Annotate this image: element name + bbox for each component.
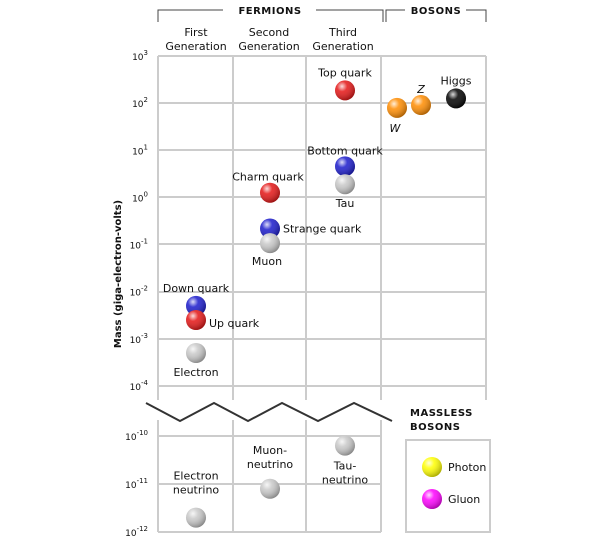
upper-grid xyxy=(157,55,487,400)
col-second-line2: Generation xyxy=(238,40,299,53)
top-quark-marker xyxy=(335,80,355,101)
y-tick-upper-4: 10-1 xyxy=(130,238,148,252)
bottom-quark-label: Bottom quark xyxy=(307,144,383,157)
strange-quark-label: Strange quark xyxy=(283,223,362,236)
muon-neutrino-label: Muon-neutrino xyxy=(247,444,294,471)
muon-neutrino-marker xyxy=(260,478,280,499)
charm-quark-marker xyxy=(260,182,280,203)
bosons-header: BOSONS xyxy=(411,6,461,17)
bosons-bracket xyxy=(385,9,487,22)
massless-bosons-box xyxy=(405,439,491,533)
y-tick-upper-3: 100 xyxy=(132,190,148,204)
tau-neutrino-marker xyxy=(335,435,355,456)
photon-label: Photon xyxy=(448,461,486,474)
axis-break xyxy=(145,401,393,423)
higgs-label: Higgs xyxy=(440,74,471,87)
electron-neutrino-label: Electron neutrino xyxy=(173,470,220,497)
tau-marker xyxy=(335,174,355,195)
charm-quark-label: Charm quark xyxy=(232,171,304,184)
y-tick-lower-2: 10-12 xyxy=(125,525,148,539)
w-label: W xyxy=(390,122,402,135)
up-quark-marker xyxy=(186,310,206,330)
col-first-line1: First xyxy=(184,26,208,39)
y-axis-label: Mass (giga-electron-volts) xyxy=(113,200,124,348)
massless-header-line1: MASSLESS xyxy=(410,408,473,419)
y-tick-upper-5: 10-2 xyxy=(130,285,148,299)
col-second-line1: Second xyxy=(249,26,289,39)
column-headings: First Generation Second Generation Third… xyxy=(165,26,373,53)
y-tick-upper-6: 10-3 xyxy=(130,332,148,346)
tau-label: Tau xyxy=(335,197,355,210)
muon-marker xyxy=(260,233,280,254)
col-first-line2: Generation xyxy=(165,40,226,53)
y-tick-lower-0: 10-10 xyxy=(125,429,148,443)
y-ticks: 103 102 101 100 10-1 10-2 10-3 10-4 10-10 10-11 10… xyxy=(125,49,148,539)
strange-quark-marker xyxy=(260,218,280,239)
fermions-bracket xyxy=(157,9,384,22)
fermions-header: FERMIONS xyxy=(238,6,301,17)
col-third-line1: Third xyxy=(328,26,357,39)
electron-marker xyxy=(186,343,206,363)
z-marker xyxy=(411,95,431,116)
y-tick-upper-1: 102 xyxy=(132,96,148,110)
massless-header-line2: BOSONS xyxy=(410,422,460,433)
down-quark-label: Down quark xyxy=(163,282,230,295)
gluon-marker xyxy=(422,489,442,509)
electron-label: Electron xyxy=(173,366,218,379)
tau-neutrino-label: Tau-neutrino xyxy=(322,460,369,487)
down-quark-marker xyxy=(186,295,206,316)
y-tick-upper-7: 10-4 xyxy=(130,379,149,393)
z-label: Z xyxy=(416,83,425,96)
higgs-marker xyxy=(446,88,466,109)
top-quark-label: Top quark xyxy=(317,66,372,79)
y-tick-upper-0: 103 xyxy=(132,49,148,63)
muon-label: Muon xyxy=(252,255,282,268)
w-marker xyxy=(387,97,407,118)
lower-grid xyxy=(157,420,382,533)
electron-neutrino-marker xyxy=(186,507,206,528)
col-third-line2: Generation xyxy=(312,40,373,53)
y-tick-lower-1: 10-11 xyxy=(125,477,148,491)
y-tick-upper-2: 101 xyxy=(132,143,148,157)
particle-marks: Top quark Bottom quark Tau Charm quark Stran… xyxy=(163,66,486,528)
gluon-label: Gluon xyxy=(448,493,480,506)
photon-marker xyxy=(422,457,442,477)
bottom-quark-marker xyxy=(335,156,355,177)
up-quark-label: Up quark xyxy=(209,317,260,330)
